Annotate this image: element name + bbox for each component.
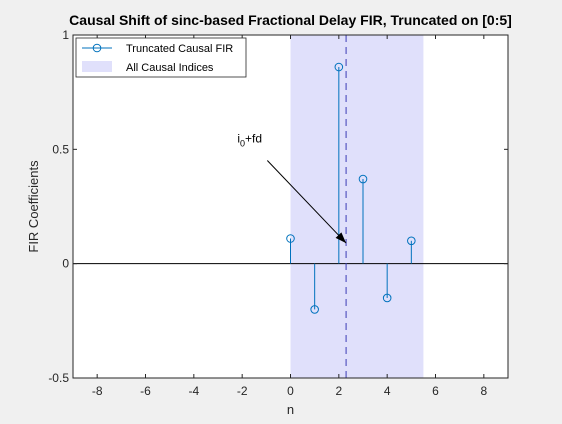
legend-shade-swatch [82,61,112,72]
legend-series-marker [92,43,102,53]
x-axis-label: n [287,402,294,417]
shaded-region-rect [290,35,424,378]
stem-marker [358,174,368,184]
stem-marker [310,305,319,314]
stem-marker [407,236,416,246]
x-tick-label: 8 [480,384,487,398]
y-tick-label: -0.5 [48,371,69,385]
legend-series-label: Truncated Causal FIR [126,43,233,55]
annotation-label: i0+fd [237,131,262,148]
x-ticks: -8 -6 -4 -2 0 2 4 6 8 [92,35,487,398]
annotation: i0+fd [237,131,347,244]
y-tick-label: 0 [62,257,69,271]
y-tick-label: 0.5 [52,142,69,156]
y-tick-label: 1 [62,28,69,42]
x-tick-label: 4 [384,384,391,398]
x-tick-label: -2 [237,384,248,398]
y-axis-label: FIR Coefficients [26,160,41,253]
stem-marker [382,293,392,303]
legend[interactable]: Truncated Causal FIR All Causal Indices [75,37,247,78]
annotation-arrow-head [335,232,347,244]
stem-series [286,62,416,314]
x-tick-label: -4 [188,384,199,398]
x-tick-label: 0 [287,384,294,398]
stem-marker [334,62,344,72]
annotation-arrow-line [266,160,347,244]
y-ticks: -0.5 0 0.5 1 [48,28,508,385]
x-tick-label: 2 [335,384,342,398]
chart-title: Causal Shift of sinc-based Fractional De… [69,12,512,28]
x-tick-label: -8 [92,384,103,398]
stem-marker [286,234,295,243]
shaded-region [290,35,424,378]
legend-shade-label: All Causal Indices [126,62,214,74]
x-tick-label: -6 [140,384,151,398]
x-tick-label: 6 [432,384,439,398]
